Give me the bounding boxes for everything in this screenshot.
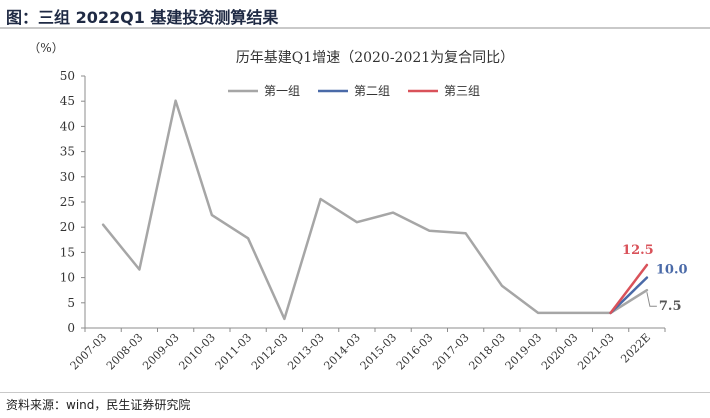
- figure-header: 图：三组 2022Q1 基建投资测算结果: [0, 0, 710, 30]
- x-tick-label: 2014-03: [321, 331, 363, 373]
- x-tick-label: 2022E: [618, 331, 653, 366]
- series-line-3: [609, 263, 649, 315]
- x-tick-label: 2016-03: [394, 331, 436, 373]
- series-3-end-label: 12.5: [622, 243, 654, 258]
- footer-divider: [0, 392, 710, 393]
- x-tick-label: 2012-03: [249, 331, 291, 373]
- x-tick-label: 2018-03: [466, 331, 508, 373]
- legend-label-2: 第二组: [354, 84, 390, 98]
- y-tick-label: 15: [60, 245, 75, 259]
- series-line-1: [101, 99, 649, 321]
- y-tick-label: 5: [67, 296, 75, 310]
- x-tick-label: 2013-03: [285, 331, 327, 373]
- x-tick-label: 2020-03: [539, 331, 581, 373]
- series-line-2: [609, 276, 649, 315]
- y-tick-label: 45: [60, 94, 75, 108]
- x-tick-label: 2019-03: [503, 331, 545, 373]
- series-2-end-label: 10.0: [656, 263, 688, 278]
- x-tick-label: 2007-03: [68, 331, 110, 373]
- series-1-leader-line: [646, 292, 657, 307]
- line-chart: 历年基建Q1增速（2020-2021为复合同比） （%） 0 5 10 15 20 25 30 3…: [28, 41, 688, 373]
- y-tick-label: 40: [60, 119, 75, 133]
- x-tick-label: 2021-03: [575, 331, 617, 373]
- y-axis-unit-label: （%）: [28, 41, 63, 55]
- figure-title: 图：三组 2022Q1 基建投资测算结果: [6, 8, 279, 27]
- series-1-end-label: 7.5: [659, 299, 682, 314]
- source-note: 资料来源：wind，民生证券研究院: [6, 398, 191, 412]
- y-tick-label: 0: [67, 321, 75, 335]
- header-divider: [0, 27, 710, 29]
- y-tick-label: 50: [60, 69, 75, 83]
- chart-title: 历年基建Q1增速（2020-2021为复合同比）: [236, 49, 514, 66]
- y-tick-label: 25: [60, 195, 75, 209]
- x-tick-label: 2015-03: [358, 331, 400, 373]
- legend-label-1: 第一组: [264, 84, 300, 98]
- y-tick-label: 35: [60, 145, 75, 159]
- x-tick-label: 2017-03: [430, 331, 472, 373]
- x-tick-label: 2009-03: [140, 331, 182, 373]
- legend-label-3: 第三组: [444, 84, 480, 98]
- x-tick-label: 2008-03: [104, 331, 146, 373]
- y-tick-label: 30: [60, 170, 75, 184]
- y-tick-label: 20: [60, 220, 75, 234]
- y-tick-label: 10: [60, 271, 75, 285]
- x-tick-label: 2011-03: [213, 331, 255, 373]
- x-tick-label: 2010-03: [176, 331, 218, 373]
